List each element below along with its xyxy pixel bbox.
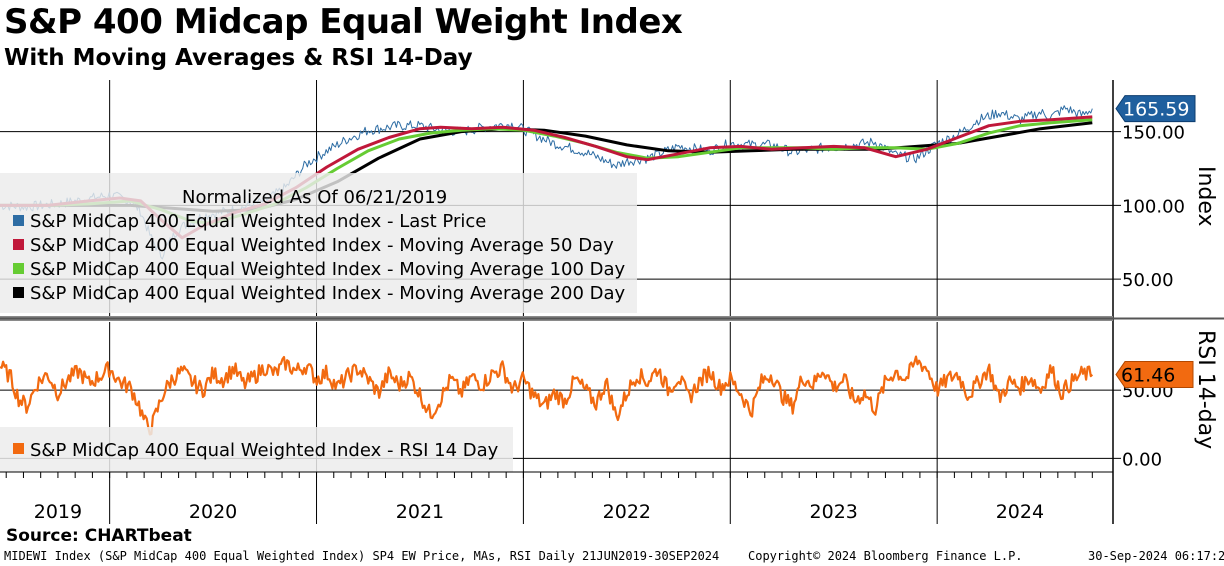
source-label: Source: CHARTbeat xyxy=(6,526,192,546)
rsi-tick-label-0: 0.00 xyxy=(1122,449,1162,470)
price-tick-label-0: 50.00 xyxy=(1122,270,1174,291)
legend-label-rsi: S&P MidCap 400 Equal Weighted Index - RS… xyxy=(30,440,499,461)
price-legend-title: Normalized As Of 06/21/2019 xyxy=(182,187,447,208)
x-tick-label-2022: 2022 xyxy=(603,501,651,523)
rsi-last-value-badge xyxy=(1115,361,1194,389)
x-tick-label-2023: 2023 xyxy=(810,501,858,523)
legend-swatch-ma200-line xyxy=(13,287,24,298)
legend-swatch-ma50-line xyxy=(13,239,24,250)
chart-subtitle: With Moving Averages & RSI 14-Day xyxy=(4,45,473,71)
footer-copyright: Copyright© 2024 Bloomberg Finance L.P. xyxy=(748,549,1023,563)
footer-timestamp: 30-Sep-2024 06:17:26 xyxy=(1088,549,1224,563)
price-last-value-badge xyxy=(1115,95,1196,123)
price-tick-label-2: 150.00 xyxy=(1122,123,1185,144)
rsi-axis-title: RSI 14-day xyxy=(1193,330,1218,449)
legend-label-last-price-line: S&P MidCap 400 Equal Weighted Index - La… xyxy=(30,211,486,232)
price-tick-label-1: 100.00 xyxy=(1122,196,1185,217)
price-axis-title: Index xyxy=(1193,166,1218,227)
rsi-line xyxy=(0,355,1094,436)
rsi-series-lines xyxy=(0,355,1094,436)
rsi-legend-box xyxy=(0,427,513,472)
chart-title: S&P 400 Midcap Equal Weight Index xyxy=(4,2,683,42)
legend-swatch-last-price-line xyxy=(13,215,24,226)
legend-swatch-ma100-line xyxy=(13,263,24,274)
x-axis: 2019 2020 2021 2022 2023 2024 xyxy=(5,472,1093,524)
price-last-value-label: 165.59 xyxy=(1123,99,1189,121)
x-tick-label-2024: 2024 xyxy=(996,501,1044,523)
x-tick-label-2020: 2020 xyxy=(189,501,237,523)
rsi-last-value-label: 61.46 xyxy=(1121,365,1175,387)
price-legend-box xyxy=(0,173,637,313)
x-tick-label-2019: 2019 xyxy=(34,501,82,523)
rsi-legend: S&P MidCap 400 Equal Weighted Index - RS… xyxy=(0,427,513,472)
legend-swatch-rsi xyxy=(13,443,24,454)
legend-label-ma100-line: S&P MidCap 400 Equal Weighted Index - Mo… xyxy=(30,259,626,280)
footer-description: MIDEWI Index (S&P MidCap 400 Equal Weigh… xyxy=(4,549,720,563)
legend-label-ma50-line: S&P MidCap 400 Equal Weighted Index - Mo… xyxy=(30,235,614,256)
price-legend: Normalized As Of 06/21/2019 S&P MidCap 40… xyxy=(0,173,637,313)
legend-label-ma200-line: S&P MidCap 400 Equal Weighted Index - Mo… xyxy=(30,283,626,304)
x-tick-label-2021: 2021 xyxy=(396,501,444,523)
